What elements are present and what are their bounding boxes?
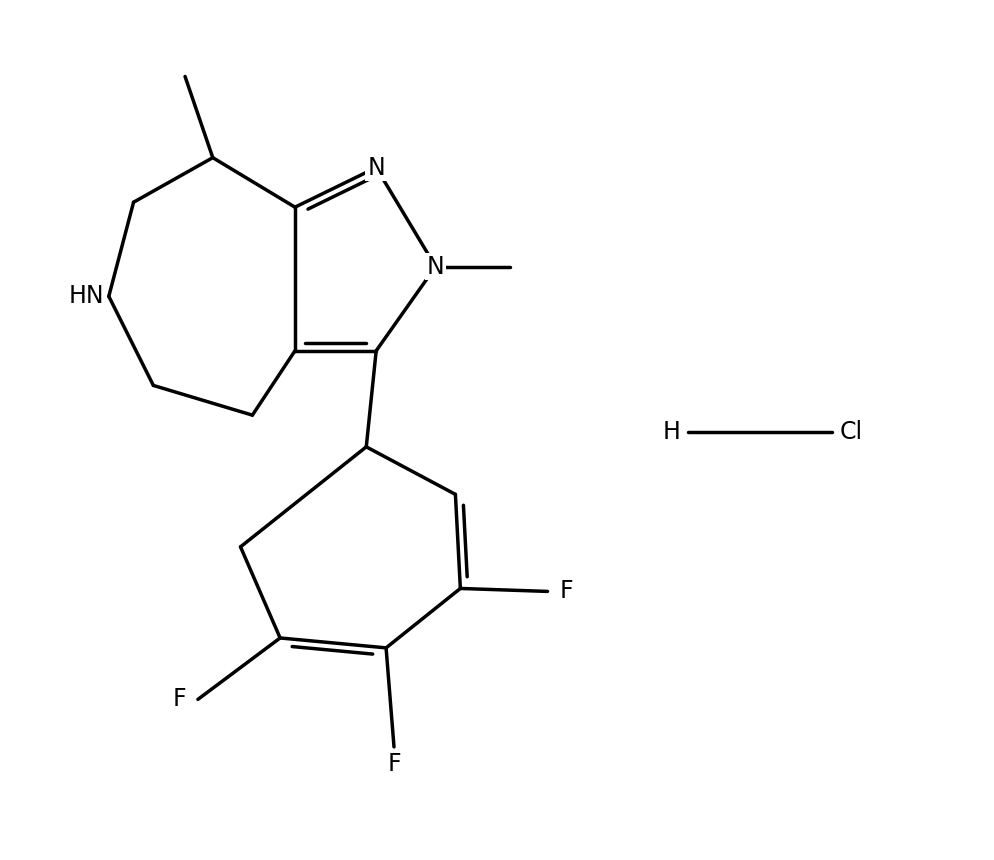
Text: F: F	[388, 752, 401, 776]
Text: H: H	[662, 420, 680, 444]
Text: N: N	[368, 156, 385, 180]
Text: N: N	[426, 255, 444, 279]
Text: F: F	[172, 687, 186, 711]
Text: F: F	[560, 580, 573, 604]
Text: Cl: Cl	[840, 420, 863, 444]
Text: HN: HN	[69, 285, 103, 308]
